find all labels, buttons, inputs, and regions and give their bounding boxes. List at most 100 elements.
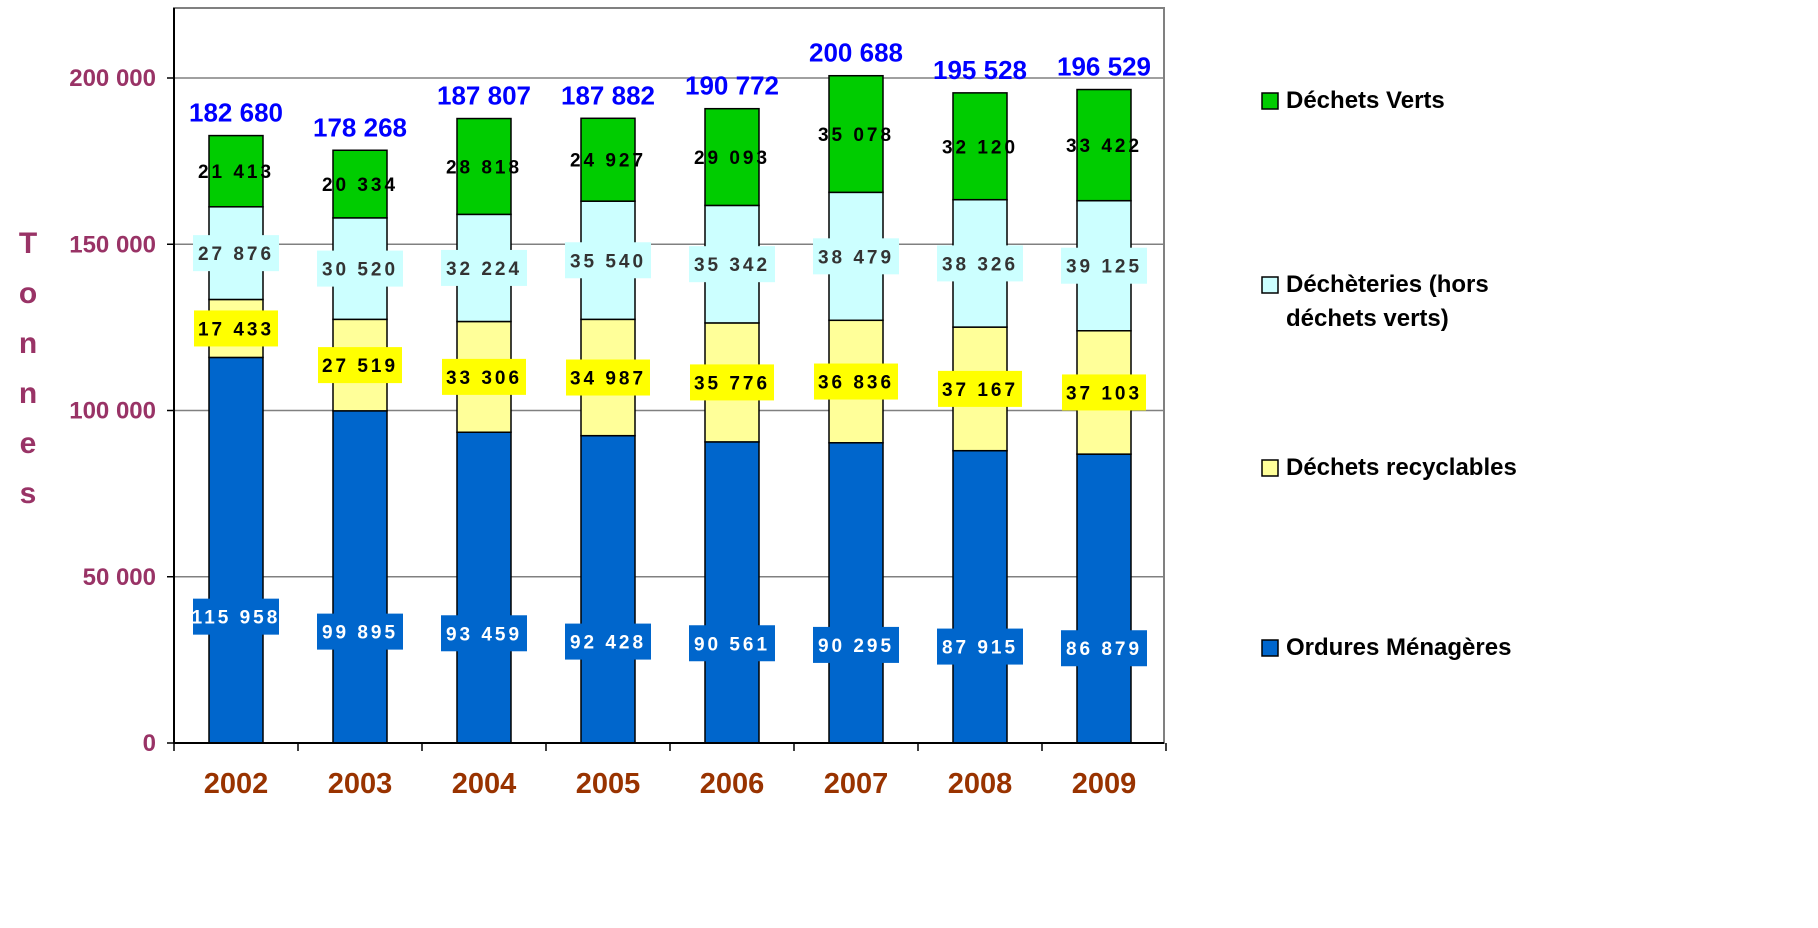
y-axis-label-letter: n: [19, 327, 37, 360]
segment-label-box-recyclables: [194, 310, 278, 347]
total-label: 190 772: [685, 71, 779, 101]
segment-label-box-household-waste: [1061, 630, 1147, 667]
legend-label-recycling-center: Déchèteries (hors: [1286, 271, 1489, 298]
legend-swatch-recyclables: [1261, 459, 1279, 477]
bar-household-waste: [952, 449, 1008, 744]
segment-label-recycling-center: 27 876: [198, 244, 274, 265]
bar-green-waste: [332, 149, 388, 219]
segment-label-box-recycling-center: [193, 235, 279, 272]
total-label: 178 268: [313, 112, 407, 142]
segment-label-box-recyclables: [442, 358, 526, 395]
bar-green-waste: [952, 92, 1008, 201]
x-tick-label: 2007: [824, 768, 889, 800]
segment-label-green-waste: 28 818: [446, 157, 522, 178]
segment-label-recycling-center: 38 479: [818, 247, 894, 268]
x-tick-label: 2009: [1072, 768, 1137, 800]
segment-label-green-waste: 29 093: [694, 148, 770, 169]
y-tick-label: 0: [143, 730, 156, 757]
segment-label-box-recycling-center: [1061, 247, 1147, 284]
segment-label-household-waste: 90 295: [818, 636, 894, 657]
total-label: 196 529: [1057, 52, 1151, 82]
bar-household-waste: [332, 410, 388, 744]
y-axis-label-letter: e: [20, 427, 37, 460]
bar-household-waste: [456, 431, 512, 744]
total-label: 200 688: [809, 38, 903, 68]
segment-label-recyclables: 34 987: [570, 369, 646, 390]
bar-green-waste: [208, 134, 264, 208]
segment-label-recycling-center: 38 326: [942, 254, 1018, 275]
segment-label-household-waste: 86 879: [1066, 639, 1142, 660]
segment-label-box-recyclables: [318, 347, 402, 384]
legend-swatch-green-waste: [1261, 92, 1279, 110]
segment-label-box-recyclables: [566, 359, 650, 396]
total-labels: 182 680 178 268 187 807 187 882 190 772 200 6…: [189, 38, 1151, 143]
legend-label-recyclables: Déchets recyclables: [1286, 454, 1517, 481]
segment-label-recyclables: 33 306: [446, 368, 522, 389]
segment-label-box-household-waste: [689, 625, 775, 662]
legend-swatch-household-waste: [1261, 639, 1279, 657]
y-axis-label-letter: n: [19, 377, 37, 410]
segment-label-box-household-waste: [813, 626, 899, 663]
segment-label-recycling-center: 35 540: [570, 251, 646, 272]
x-tick-label: 2004: [452, 768, 517, 800]
segment-label-recyclables: 27 519: [322, 356, 398, 377]
segment-label-box-household-waste: [317, 613, 403, 650]
total-label: 187 807: [437, 81, 531, 111]
bar-green-waste: [704, 107, 760, 207]
segment-label-box-recyclables: [690, 364, 774, 401]
legend-swatch-recycling-center: [1261, 276, 1279, 294]
segment-label-box-household-waste: [193, 598, 279, 635]
bar-household-waste: [828, 442, 884, 744]
segment-label-box-recycling-center: [317, 250, 403, 287]
x-tick-label: 2006: [700, 768, 765, 800]
segment-label-green-waste: 24 927: [570, 151, 646, 172]
y-tick-labels: 0 50 000 100 000 150 000 200 000: [69, 65, 156, 757]
segment-label-green-waste: 20 334: [322, 175, 398, 196]
segment-label-recyclables: 35 776: [694, 373, 770, 394]
x-tick-label: 2003: [328, 768, 393, 800]
x-tick-label: 2005: [576, 768, 641, 800]
segment-label-recyclables: 37 103: [1066, 383, 1142, 404]
segment-label-box-recyclables: [1062, 374, 1146, 411]
segment-label-household-waste: 99 895: [322, 623, 398, 644]
y-tick-label: 200 000: [69, 65, 156, 92]
y-axis-label-letter: s: [20, 477, 37, 510]
segment-label-box-recycling-center: [689, 246, 775, 283]
segment-label-recycling-center: 39 125: [1066, 257, 1142, 278]
total-label: 182 680: [189, 98, 283, 128]
segment-label-box-household-waste: [441, 615, 527, 652]
bar-household-waste: [208, 356, 264, 744]
segment-label-recycling-center: 32 224: [446, 259, 522, 280]
total-label: 187 882: [561, 80, 655, 110]
axes: [167, 8, 1167, 751]
x-tick-label: 2008: [948, 768, 1013, 800]
y-tick-label: 100 000: [69, 398, 156, 425]
legend: Déchets Verts Déchèteries (hors déchets ve…: [1261, 87, 1517, 661]
segment-label-household-waste: 92 428: [570, 633, 646, 654]
bar-household-waste: [1076, 453, 1132, 744]
bar-green-waste: [456, 117, 512, 216]
segment-label-green-waste: 21 413: [198, 162, 274, 183]
y-axis-label-letter: T: [19, 227, 37, 260]
segment-label-recyclables: 36 836: [818, 373, 894, 394]
bar-household-waste: [580, 434, 636, 744]
segment-label-recyclables: 37 167: [942, 380, 1018, 401]
segment-label-household-waste: 93 459: [446, 624, 522, 645]
x-tick-labels: 2002 2003 2004 2005 2006 2007 2008 2009: [204, 768, 1137, 800]
segment-label-green-waste: 32 120: [942, 137, 1018, 158]
segment-label-box-recycling-center: [565, 242, 651, 279]
total-label: 195 528: [933, 55, 1027, 85]
segment-label-box-recyclables: [814, 363, 898, 400]
segment-label-green-waste: 33 422: [1066, 136, 1142, 157]
segment-label-box-household-waste: [937, 628, 1023, 665]
segment-label-box-recycling-center: [813, 238, 899, 275]
bar-green-waste: [580, 117, 636, 202]
segment-label-household-waste: 115 958: [192, 608, 281, 629]
segment-label-recyclables: 17 433: [198, 319, 274, 340]
legend-label-green-waste: Déchets Verts: [1286, 87, 1445, 114]
y-tick-label: 150 000: [69, 231, 156, 258]
segment-label-recycling-center: 30 520: [322, 260, 398, 281]
segment-label-household-waste: 87 915: [942, 638, 1018, 659]
